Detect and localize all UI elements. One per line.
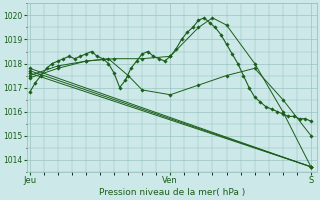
X-axis label: Pression niveau de la mer( hPa ): Pression niveau de la mer( hPa ) bbox=[99, 188, 245, 197]
